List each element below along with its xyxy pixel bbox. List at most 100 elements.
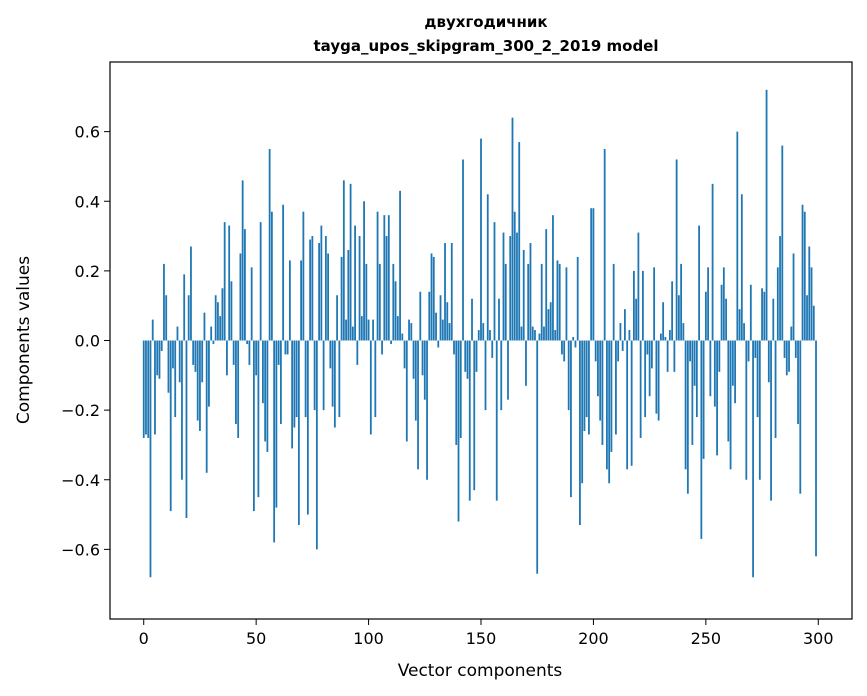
bar-3 (149, 340, 152, 578)
bar-42 (237, 340, 240, 438)
x-tick-label: 50 (246, 629, 266, 648)
bar-280 (772, 298, 775, 341)
bar-284 (781, 145, 784, 341)
bar-229 (657, 340, 660, 421)
bar-95 (356, 340, 359, 365)
bar-289 (792, 253, 795, 341)
bar-220 (637, 232, 640, 341)
bar-265 (738, 309, 741, 341)
bar-288 (790, 326, 793, 341)
bar-108 (385, 236, 388, 341)
bar-81 (324, 236, 327, 341)
bar-235 (671, 281, 674, 341)
bars (142, 89, 817, 578)
bar-122 (417, 340, 419, 470)
bar-52 (259, 222, 262, 341)
bar-287 (788, 340, 790, 372)
bar-45 (244, 229, 246, 341)
bar-252 (709, 340, 712, 397)
plot-area-frame (109, 61, 853, 620)
bar-1 (145, 340, 147, 435)
bar-242 (686, 340, 689, 494)
bar-200 (592, 208, 595, 341)
bar-72 (304, 340, 307, 418)
bar-38 (228, 225, 231, 341)
bar-238 (677, 295, 680, 341)
bar-188 (565, 267, 568, 341)
bar-91 (347, 249, 350, 341)
bar-205 (603, 149, 606, 341)
bar-133 (441, 319, 444, 341)
bar-28 (205, 340, 208, 473)
y-tick-label: −0.4 (61, 471, 100, 490)
bar-148 (475, 340, 478, 372)
bar-207 (608, 340, 611, 484)
bar-126 (426, 340, 428, 480)
bar-267 (743, 323, 745, 341)
bar-161 (504, 263, 507, 341)
bar-132 (439, 295, 442, 341)
bar-56 (268, 149, 271, 341)
bar-121 (414, 340, 417, 421)
bar-195 (581, 340, 584, 484)
bar-211 (617, 340, 620, 362)
bar-164 (511, 117, 514, 341)
bar-269 (747, 340, 750, 362)
bar-41 (235, 340, 237, 425)
bar-97 (360, 316, 363, 341)
bar-17 (181, 340, 183, 480)
y-axis-label: Components values (14, 256, 34, 424)
bar-49 (253, 340, 255, 512)
bar-43 (239, 253, 242, 341)
bar-125 (423, 340, 426, 400)
bar-77 (315, 340, 318, 550)
bar-285 (783, 340, 786, 358)
bar-255 (716, 340, 718, 456)
bar-88 (340, 256, 343, 341)
bar-215 (626, 340, 629, 470)
bar-198 (588, 340, 590, 435)
bar-209 (612, 263, 615, 341)
bar-65 (288, 260, 291, 341)
bar-113 (396, 316, 399, 341)
bar-24 (196, 340, 199, 421)
bar-262 (731, 340, 734, 386)
bar-39 (230, 281, 233, 341)
bar-151 (482, 323, 485, 341)
bar-210 (615, 340, 617, 435)
bar-257 (720, 284, 723, 341)
bar-99 (365, 263, 368, 341)
bar-128 (430, 253, 433, 341)
bar-286 (785, 340, 788, 376)
bar-80 (322, 340, 325, 411)
bar-137 (450, 243, 453, 341)
bar-134 (444, 243, 446, 341)
bar-248 (700, 340, 703, 539)
bar-232 (664, 337, 667, 341)
bar-53 (262, 340, 264, 404)
x-tick-label: 250 (691, 629, 722, 648)
bar-87 (338, 340, 341, 418)
bar-212 (619, 323, 622, 341)
bar-102 (372, 319, 374, 341)
bar-178 (543, 326, 545, 341)
bar-273 (756, 340, 759, 418)
bar-60 (277, 340, 280, 365)
bar-244 (691, 340, 694, 445)
bar-66 (291, 340, 294, 449)
bar-90 (345, 319, 347, 341)
bar-139 (455, 340, 458, 445)
bar-256 (718, 340, 721, 372)
bar-298 (812, 305, 815, 341)
bar-217 (630, 340, 633, 466)
bar-76 (313, 340, 316, 411)
x-tick-label: 0 (139, 629, 149, 648)
bar-155 (491, 340, 494, 358)
bar-236 (673, 340, 676, 372)
x-tick-label: 300 (803, 629, 834, 648)
bar-144 (466, 340, 469, 379)
bar-276 (763, 291, 766, 341)
bar-204 (601, 340, 604, 445)
bar-219 (635, 298, 638, 341)
bar-11 (167, 340, 170, 393)
